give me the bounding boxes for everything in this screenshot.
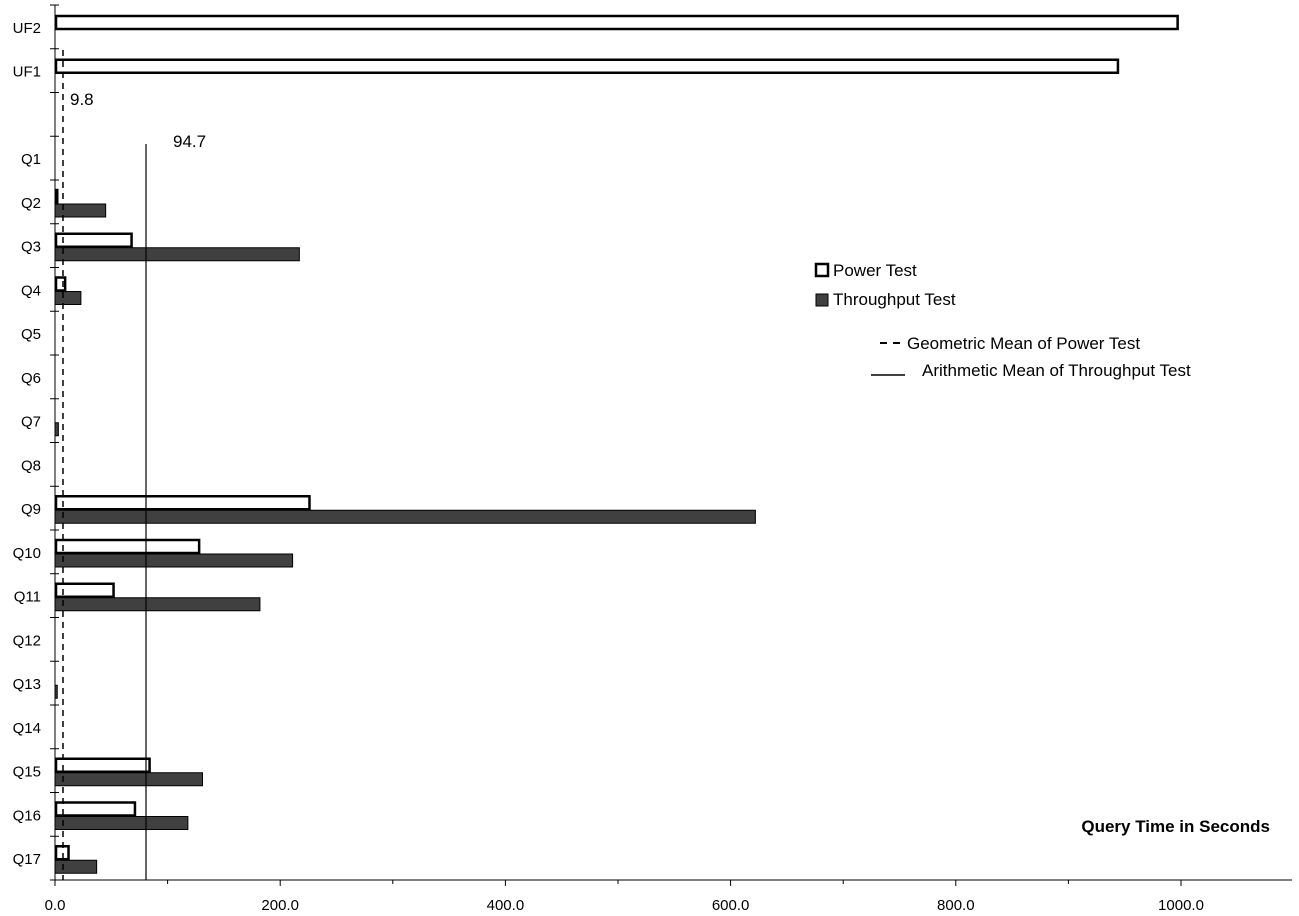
y-category-label: Q13 xyxy=(13,676,41,693)
bar-power-test xyxy=(54,801,137,817)
legend-label-power-test: Power Test xyxy=(833,261,917,280)
bar-power-test xyxy=(54,188,59,205)
legend-swatch-power-test xyxy=(814,262,830,278)
bar-throughput-test xyxy=(54,203,107,218)
bar-throughput-test xyxy=(54,684,58,699)
axes xyxy=(50,4,1292,886)
y-category-label: Q11 xyxy=(14,589,41,606)
y-category-label: Q2 xyxy=(21,195,41,212)
y-category-label: Q6 xyxy=(21,370,41,387)
y-category-label: UF2 xyxy=(13,20,41,37)
bar-throughput-test xyxy=(54,772,204,787)
x-tick-label: 800.0 xyxy=(937,897,975,914)
bar-power-test xyxy=(54,495,311,511)
bar-throughput-test xyxy=(54,247,300,262)
bar-throughput-test xyxy=(54,422,59,437)
x-tick-label: 400.0 xyxy=(487,897,525,914)
arithmetic-mean-label: 94.7 xyxy=(173,132,206,151)
bar-throughput-test xyxy=(54,553,294,568)
y-category-label: Q8 xyxy=(21,457,41,474)
x-tick-label: 200.0 xyxy=(261,897,299,914)
bar-throughput-test xyxy=(54,291,82,305)
bar-power-test xyxy=(54,58,1120,74)
y-category-label: Q3 xyxy=(21,239,41,256)
y-category-label: Q9 xyxy=(21,501,41,518)
x-tick-label: 600.0 xyxy=(712,897,750,914)
bar-power-test xyxy=(54,14,1179,31)
bar-throughput-test xyxy=(54,509,756,524)
bar-throughput-test xyxy=(54,859,98,874)
legend-swatch-throughput-test xyxy=(815,293,829,307)
legend-label-throughput-test: Throughput Test xyxy=(833,290,956,309)
y-category-label: Q5 xyxy=(21,326,41,343)
legend: Power Test Throughput Test Geometric Mea… xyxy=(814,261,1191,380)
legend-label-arithmetic-mean: Arithmetic Mean of Throughput Test xyxy=(922,361,1191,380)
y-category-label: Q14 xyxy=(13,720,41,737)
x-tick-label: 0.0 xyxy=(45,897,66,914)
bars xyxy=(54,14,1179,874)
bar-throughput-test xyxy=(54,816,189,830)
y-category-label: Q16 xyxy=(13,807,41,824)
bar-power-test xyxy=(54,582,115,598)
legend-label-geometric-mean: Geometric Mean of Power Test xyxy=(907,334,1140,353)
y-category-label: Q4 xyxy=(21,282,41,299)
x-axis-title: Query Time in Seconds xyxy=(1081,817,1270,836)
geometric-mean-label: 9.8 xyxy=(70,90,94,109)
y-category-label: Q10 xyxy=(13,545,41,562)
y-category-label: Q12 xyxy=(13,632,41,649)
bar-power-test xyxy=(54,538,201,555)
y-category-label: Q7 xyxy=(21,414,41,431)
bar-power-test xyxy=(54,276,67,292)
bar-power-test xyxy=(54,232,133,248)
labels: 0.0 200.0 400.0 600.0 800.0 1000.0 UF2 UF1 Q1 Q2 Q… xyxy=(13,20,1204,914)
y-category-label: Q1 xyxy=(21,151,41,168)
y-category-label: Q17 xyxy=(13,851,41,868)
y-category-label: UF1 xyxy=(13,64,41,81)
reference-lines xyxy=(62,50,147,880)
y-category-label: Q15 xyxy=(13,764,41,781)
bar-throughput-test xyxy=(54,597,261,612)
bar-power-test xyxy=(54,757,151,773)
x-tick-label: 1000.0 xyxy=(1158,897,1204,914)
